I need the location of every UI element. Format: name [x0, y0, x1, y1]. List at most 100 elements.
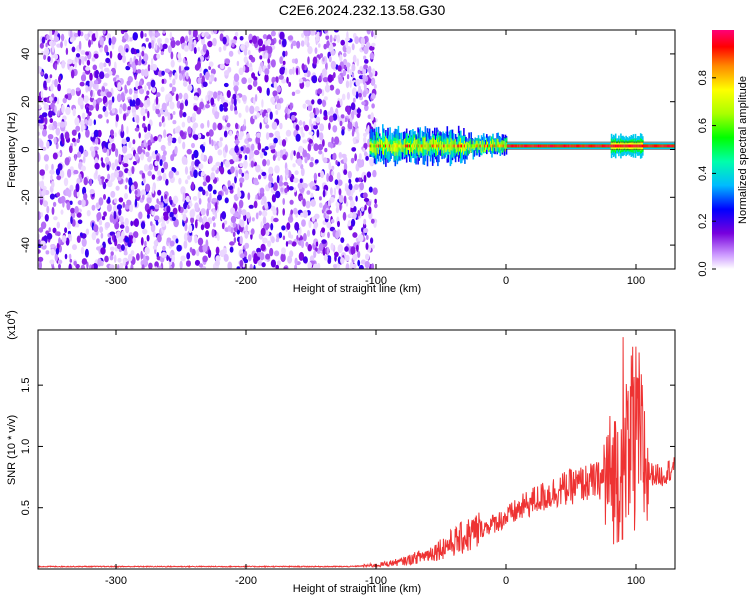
spectrogram-cell	[287, 231, 292, 238]
spectrogram-cell	[96, 238, 100, 245]
spectrogram-cell	[185, 60, 188, 67]
spectrogram-cell	[278, 74, 284, 80]
spectrogram-cell	[279, 122, 283, 130]
spectrogram-cell	[671, 144, 673, 148]
spectrogram-cell	[519, 144, 521, 148]
spectrogram-cell	[390, 144, 392, 151]
spectrogram-cell	[521, 144, 523, 148]
spectrogram-cell	[172, 120, 177, 125]
spectrogram-cell	[411, 136, 413, 149]
spectrogram-cell	[317, 88, 323, 95]
spectrogram-cell	[463, 144, 465, 148]
spectrogram-cell	[73, 169, 79, 175]
spectrogram-cell	[318, 243, 324, 251]
spectrogram-cell	[97, 257, 102, 267]
spectrogram-cell	[237, 187, 240, 195]
spectrogram-cell	[409, 143, 411, 155]
spectrogram-cell	[352, 54, 357, 64]
spectrogram-cell	[183, 232, 188, 242]
spectrogram-cell	[200, 208, 206, 216]
spectrogram-cell	[281, 38, 287, 48]
spectrogram-cell	[74, 206, 79, 214]
spectrogram-cell	[136, 69, 142, 74]
spectrogram-cell	[305, 99, 311, 105]
spectrogram-cell	[265, 132, 270, 141]
spectrogram-cell	[338, 194, 344, 203]
spectrogram-cell	[529, 144, 532, 148]
spectrogram-cell	[447, 139, 450, 150]
spectrogram-cell	[135, 97, 141, 106]
spectrogram-cell	[81, 238, 87, 247]
spectrogram-cell	[44, 73, 49, 80]
spectrogram-cell	[483, 144, 486, 148]
spectrogram-cell	[179, 260, 183, 269]
spectrogram-cell	[290, 151, 293, 161]
spectrogram-cell	[408, 144, 410, 148]
spectrogram-cell	[267, 57, 271, 64]
spectrogram-cell	[48, 110, 53, 118]
spectrogram-cell	[38, 249, 41, 254]
spectrogram-cell	[128, 177, 133, 187]
spectrogram-cell	[250, 150, 255, 159]
spectrogram-cell	[76, 235, 81, 243]
spectrogram-cell	[334, 254, 337, 262]
spectrogram-cell	[620, 144, 622, 148]
spectrogram-cell	[268, 132, 274, 138]
spectrogram-cell	[625, 144, 627, 148]
spectrogram-cell	[172, 195, 179, 205]
spectrogram-cell	[253, 255, 258, 265]
spectrogram-cell	[261, 262, 266, 268]
spectrogram-cell	[115, 148, 119, 158]
spectrogram-cell	[96, 212, 102, 221]
spectrogram-cell	[244, 154, 248, 161]
spectrogram-cell	[302, 139, 308, 144]
spectrogram-cell	[140, 152, 145, 161]
spectrogram-cell	[372, 169, 377, 178]
spectrogram-cell	[454, 139, 457, 150]
spectrogram-cell	[432, 144, 435, 148]
spectrogram-cell	[484, 144, 487, 148]
spectrogram-cell	[129, 203, 134, 213]
spectrogram-cell	[187, 234, 193, 243]
spectrogram-cell	[95, 169, 98, 177]
spectrogram-cell	[118, 107, 123, 114]
spectrogram-cell	[270, 30, 276, 37]
spectrogram-cell	[497, 144, 499, 148]
spectrogram-cell	[295, 67, 299, 76]
spectrogram-cell	[636, 144, 639, 148]
spectrogram-cell	[388, 144, 390, 148]
spectrogram-cell	[668, 144, 670, 148]
spectrogram-cell	[346, 91, 350, 100]
spectrogram-cell	[246, 211, 251, 219]
spectrogram-cell	[60, 209, 64, 215]
spectrogram-cell	[196, 249, 200, 257]
spectrogram-cell	[406, 144, 409, 148]
spectrogram-cell	[399, 139, 402, 149]
spectrogram-cell	[229, 159, 235, 165]
spectrogram-cell	[121, 38, 127, 43]
spectrogram-cell	[649, 144, 651, 148]
spectrogram-cell	[106, 148, 110, 157]
spectrogram-cell	[367, 65, 372, 74]
spectrogram-cell	[45, 250, 50, 255]
spectrogram-cell	[330, 187, 333, 196]
spectrogram-cell	[348, 196, 353, 201]
spectrogram-cell	[418, 144, 420, 148]
spectrogram-cell	[341, 129, 345, 136]
spectrogram-cell	[181, 121, 186, 128]
spectrogram-cell	[468, 144, 470, 148]
spectrogram-cell	[181, 156, 188, 165]
spectrogram-cell	[164, 193, 168, 200]
spectrogram-cell	[131, 166, 135, 175]
spectrogram-cell	[450, 144, 453, 148]
spectrogram-cell	[308, 219, 312, 229]
spectrogram-cell	[130, 250, 135, 256]
spectrogram-cell	[337, 179, 343, 186]
spectrogram-cell	[333, 30, 339, 33]
spectrogram-cell	[171, 261, 175, 269]
spectrogram-cell	[570, 144, 572, 148]
spectrogram-cell	[362, 192, 368, 199]
spectrogram-cell	[106, 91, 112, 98]
spectrogram-cell	[276, 175, 280, 184]
spectrogram-cell	[234, 31, 239, 37]
